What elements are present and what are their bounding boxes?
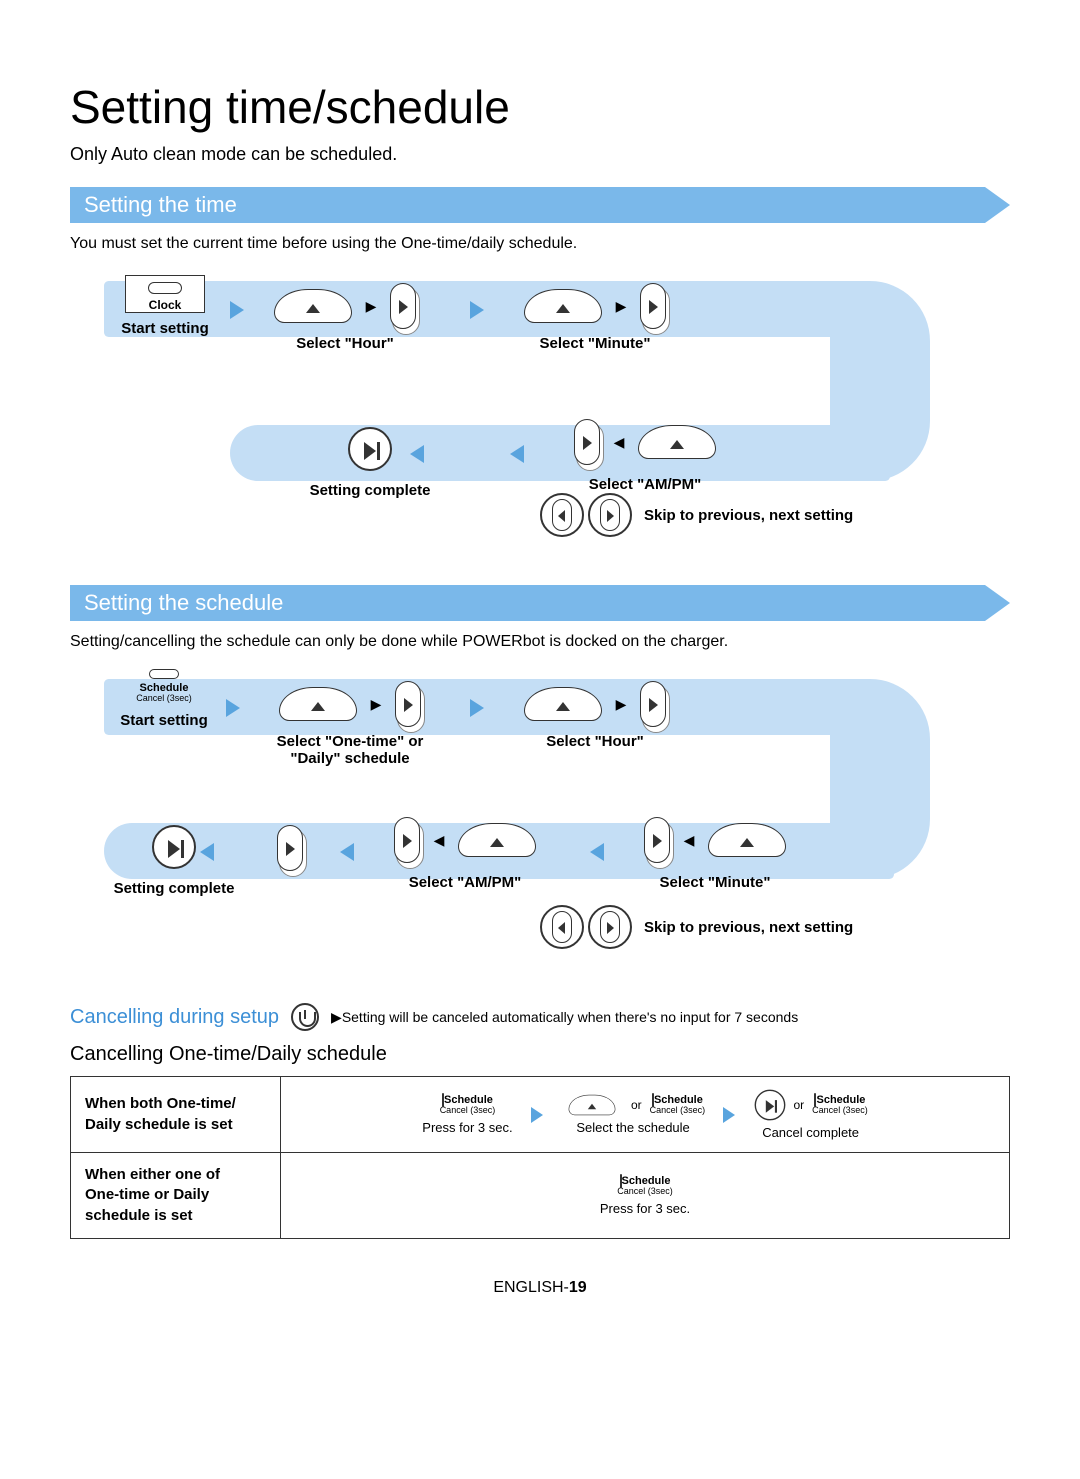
- arrow-icon: [230, 301, 244, 319]
- up-button-icon: [274, 289, 352, 323]
- skip-note-row: Skip to previous, next setting: [540, 905, 853, 949]
- side-right-button-icon: [574, 419, 600, 465]
- prev-next-buttons-icon: [540, 905, 632, 949]
- row1-steps: ScheduleCancel (3sec) Press for 3 sec. o…: [281, 1077, 1010, 1153]
- arrow-icon: [510, 445, 524, 463]
- step-label: Select "Minute": [630, 874, 800, 891]
- arrow-icon: [226, 699, 240, 717]
- step-label: Start setting: [110, 320, 220, 337]
- side-right-button-icon: [640, 681, 666, 727]
- up-button-icon: [638, 425, 716, 459]
- arrow-icon: [470, 699, 484, 717]
- section-heading-time: Setting the time: [70, 187, 1010, 223]
- up-button-icon: [279, 687, 357, 721]
- up-button-icon: [708, 823, 786, 857]
- step-label: Start setting: [104, 712, 224, 729]
- step-select-minute: ◀ Select "Minute": [630, 817, 800, 891]
- section-bar-schedule: Setting the schedule: [70, 585, 1010, 621]
- cancel-table: When both One-time/ Daily schedule is se…: [70, 1076, 1010, 1239]
- skip-note: Skip to previous, next setting: [644, 507, 853, 524]
- row2-label: When either one of One-time or Daily sch…: [71, 1153, 281, 1239]
- step-side-btn: [230, 825, 350, 876]
- arrow-icon: [531, 1107, 543, 1123]
- table-row: When both One-time/ Daily schedule is se…: [71, 1077, 1010, 1153]
- page-title: Setting time/schedule: [70, 80, 1010, 134]
- step-label: Select "Hour": [510, 733, 680, 750]
- cancel-schedule-heading: Cancelling One-time/Daily schedule: [70, 1043, 1010, 1066]
- clock-button-label: Clock: [149, 298, 182, 312]
- side-right-button-icon: [277, 825, 303, 871]
- page-subtitle: Only Auto clean mode can be scheduled.: [70, 144, 1010, 165]
- side-right-button-icon: [394, 817, 420, 863]
- up-button-icon: [524, 687, 602, 721]
- up-button-icon: [569, 1095, 616, 1115]
- step-start-setting: Clock Start setting: [110, 275, 220, 337]
- step-label: Select "AM/PM": [560, 476, 730, 493]
- arrow-icon: [723, 1107, 735, 1123]
- step-complete: Setting complete: [104, 825, 244, 897]
- mini-step: ScheduleCancel (3sec) Press for 3 sec.: [422, 1094, 512, 1135]
- cancel-setup-note: ▶Setting will be canceled automatically …: [331, 1008, 798, 1027]
- footer-page: 19: [569, 1279, 587, 1296]
- side-right-button-icon: [640, 283, 666, 329]
- step-complete: Setting complete: [300, 427, 440, 499]
- arrow-icon: [470, 301, 484, 319]
- step-select-ampm: ◀ Select "AM/PM": [380, 817, 550, 891]
- step-select-minute: ▶ Select "Minute": [510, 283, 680, 352]
- up-button-icon: [458, 823, 536, 857]
- step-select-ampm: ◀ Select "AM/PM": [560, 419, 730, 493]
- page-footer: ENGLISH-19: [70, 1279, 1010, 1297]
- step-start-setting: ScheduleCancel (3sec) Start setting: [104, 669, 224, 729]
- step-label: Select "Hour": [260, 335, 430, 352]
- section-desc-schedule: Setting/cancelling the schedule can only…: [70, 633, 1010, 651]
- mini-step: ScheduleCancel (3sec) Press for 3 sec.: [600, 1175, 690, 1216]
- side-right-button-icon: [395, 681, 421, 727]
- up-button-icon: [524, 289, 602, 323]
- play-button-icon: [754, 1090, 785, 1121]
- section-desc-time: You must set the current time before usi…: [70, 235, 1010, 253]
- clock-button-icon: Clock: [125, 275, 205, 313]
- cancel-setup-heading: Cancelling during setup: [70, 1006, 279, 1029]
- side-right-button-icon: [644, 817, 670, 863]
- play-button-icon: [348, 427, 392, 471]
- mini-step: or ScheduleCancel (3sec) Select the sche…: [561, 1094, 705, 1135]
- flow-schedule: ScheduleCancel (3sec) Start setting ▶ Se…: [70, 665, 1010, 975]
- row1-label: When both One-time/ Daily schedule is se…: [71, 1077, 281, 1153]
- schedule-button-sub: Cancel (3sec): [136, 694, 192, 704]
- step-label: Select "One-time" or "Daily" schedule: [250, 733, 450, 767]
- schedule-button-icon: ScheduleCancel (3sec): [136, 669, 192, 704]
- row2-steps: ScheduleCancel (3sec) Press for 3 sec.: [281, 1153, 1010, 1239]
- step-label: Select "AM/PM": [380, 874, 550, 891]
- section-heading-schedule: Setting the schedule: [70, 585, 1010, 621]
- section-bar-time: Setting the time: [70, 187, 1010, 223]
- cancel-setup-row: Cancelling during setup ▶Setting will be…: [70, 1003, 1010, 1031]
- skip-note-row: Skip to previous, next setting: [540, 493, 853, 537]
- step-label: Select "Minute": [510, 335, 680, 352]
- footer-lang: ENGLISH-: [493, 1279, 569, 1296]
- step-select-hour: ▶ Select "Hour": [260, 283, 430, 352]
- mini-step: or ScheduleCancel (3sec) Cancel complete: [754, 1089, 868, 1140]
- skip-note: Skip to previous, next setting: [644, 919, 853, 936]
- flow-time: Clock Start setting ▶ Select "Hour" ▶ Se…: [70, 267, 1010, 557]
- arrow-icon: [590, 843, 604, 861]
- table-row: When either one of One-time or Daily sch…: [71, 1153, 1010, 1239]
- step-select-type: ▶ Select "One-time" or "Daily" schedule: [250, 681, 450, 767]
- step-label: Setting complete: [300, 482, 440, 499]
- power-icon: [291, 1003, 319, 1031]
- step-select-hour: ▶ Select "Hour": [510, 681, 680, 750]
- play-button-icon: [152, 825, 196, 869]
- side-right-button-icon: [390, 283, 416, 329]
- step-label: Setting complete: [104, 880, 244, 897]
- prev-next-buttons-icon: [540, 493, 632, 537]
